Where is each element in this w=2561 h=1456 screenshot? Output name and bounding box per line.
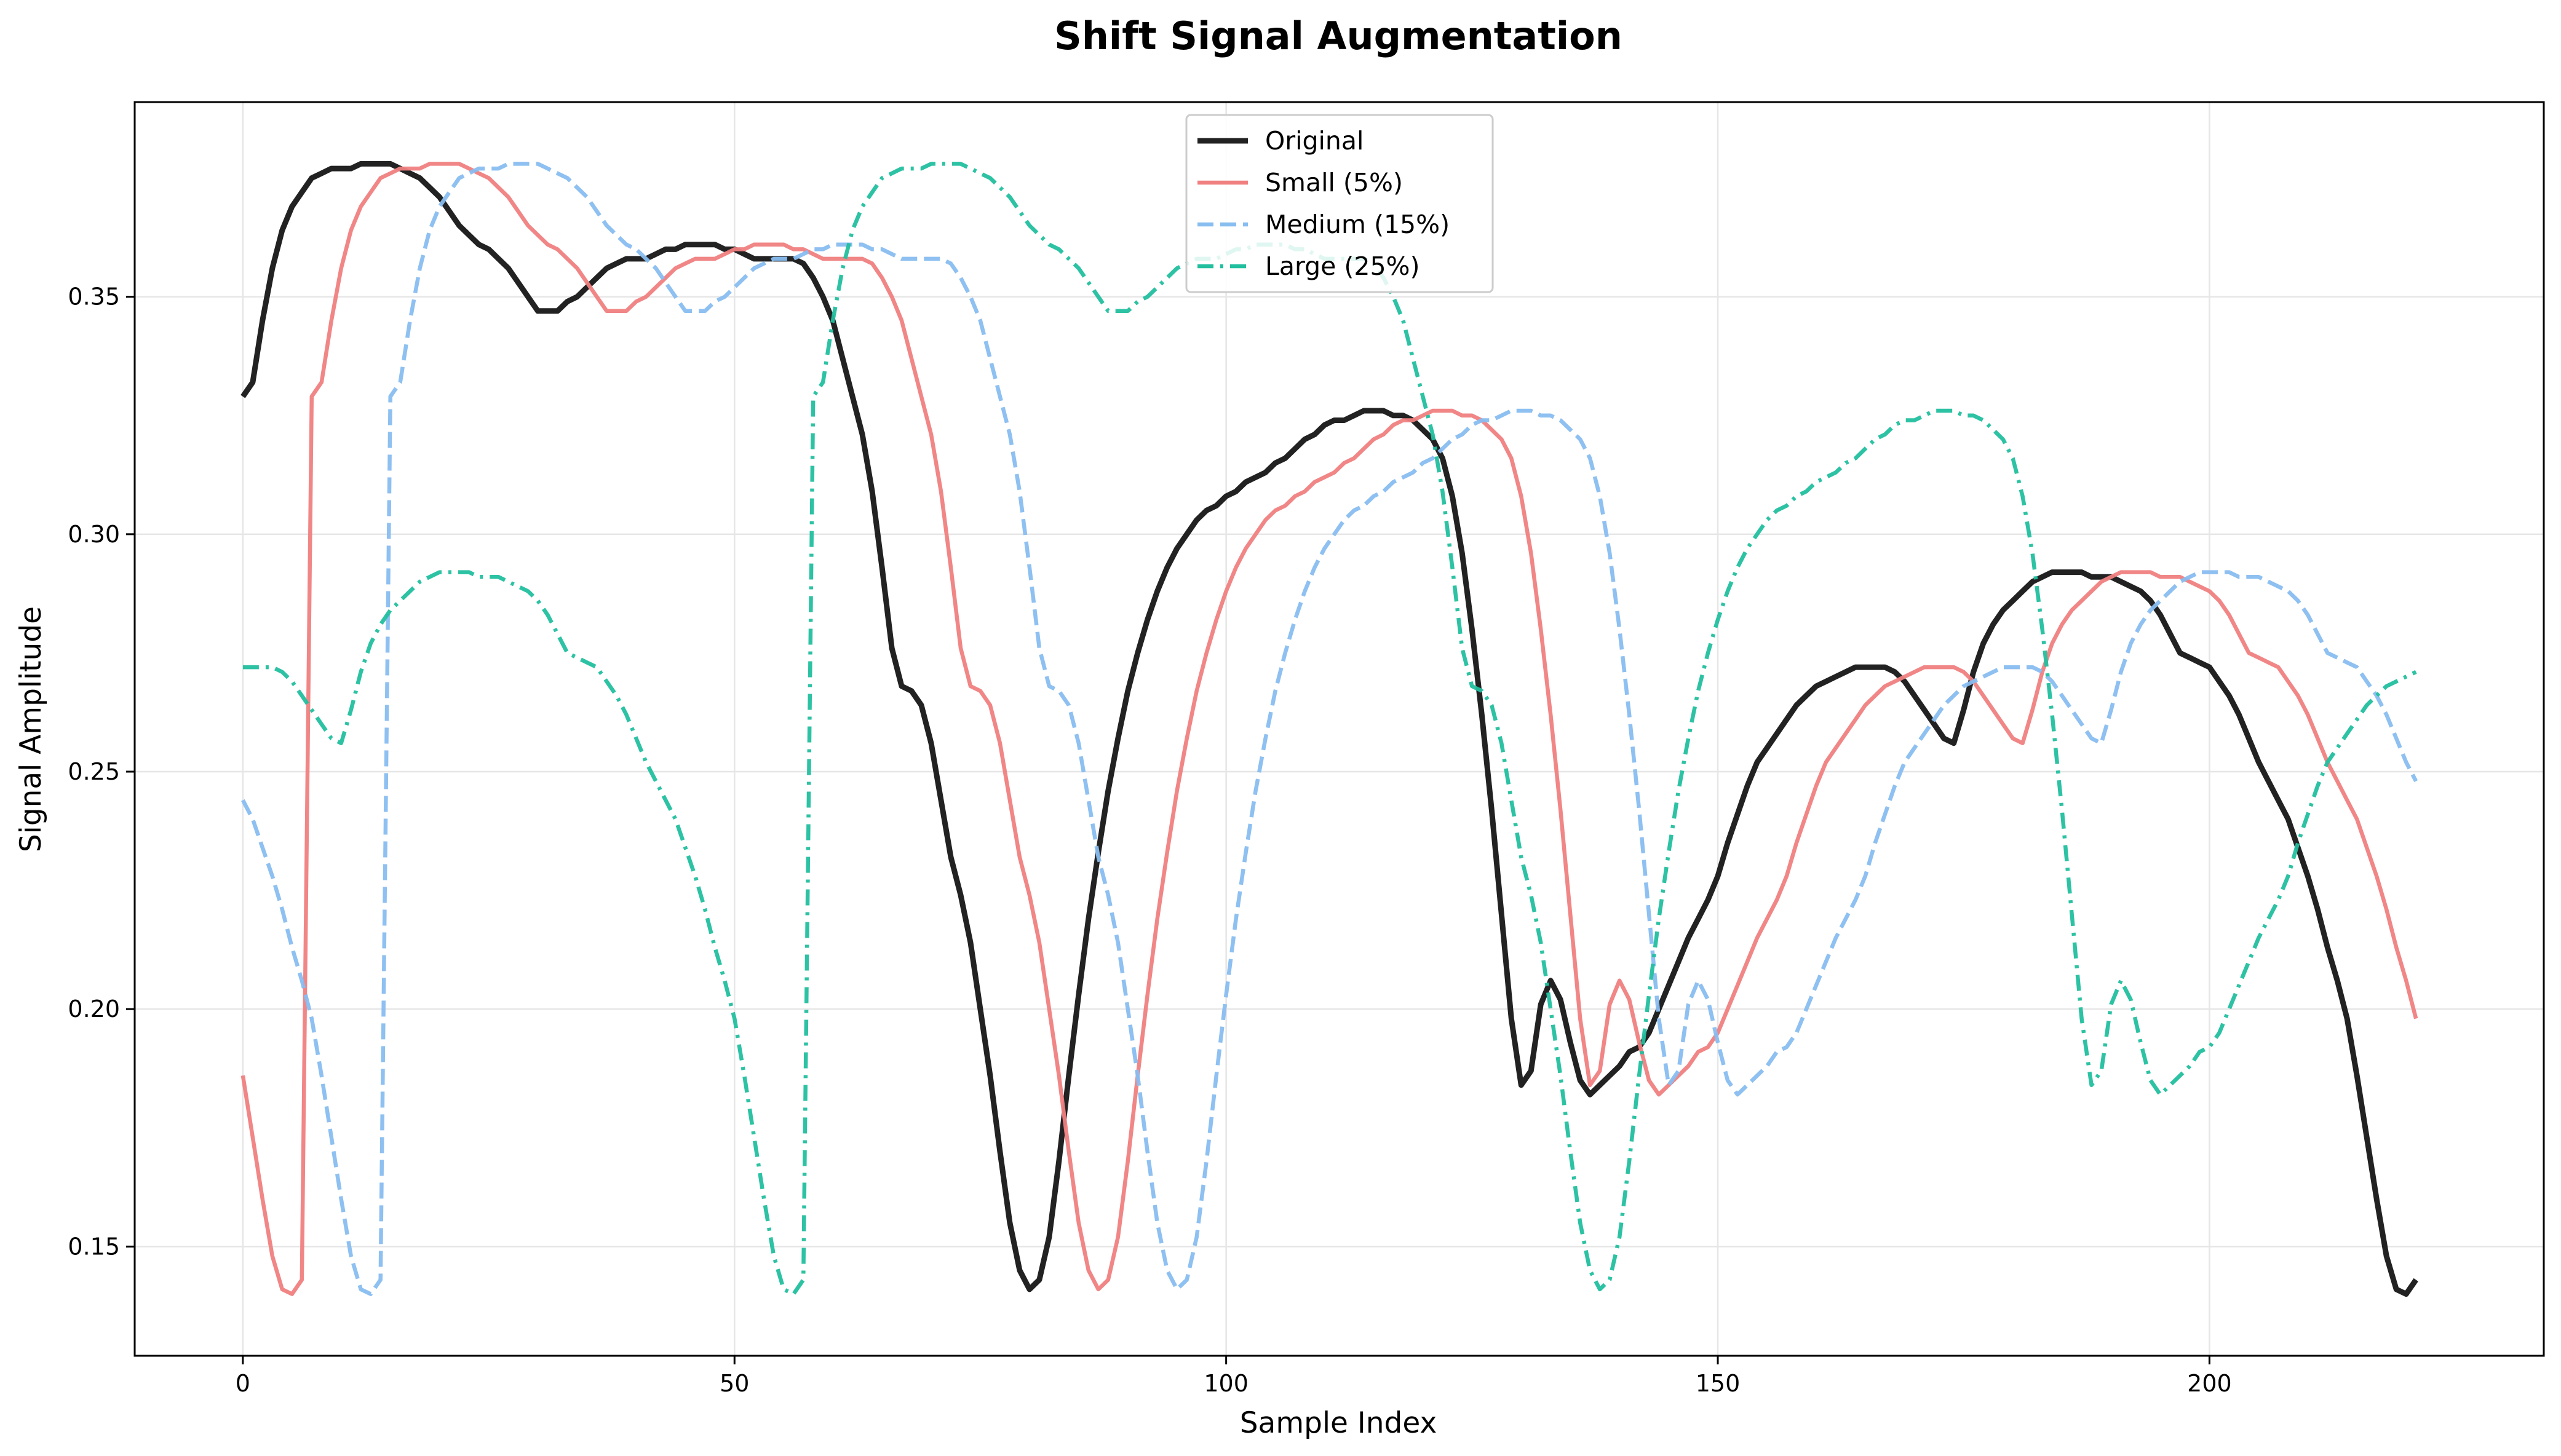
- x-tick-label: 0: [236, 1370, 250, 1397]
- x-axis: 0 50 100 150 200: [236, 1356, 2232, 1397]
- x-axis-label: Sample Index: [1240, 1406, 1437, 1440]
- legend-label-small-5: Small (5%): [1265, 168, 1403, 197]
- y-tick-label: 0.25: [68, 758, 120, 785]
- y-tick-label: 0.15: [68, 1233, 120, 1260]
- legend-label-large-25: Large (25%): [1265, 251, 1420, 281]
- series-line-medium-15: [241, 162, 2418, 1296]
- x-tick-label: 50: [720, 1370, 749, 1397]
- y-tick-label: 0.20: [68, 995, 120, 1023]
- chart-title: Shift Signal Augmentation: [1054, 14, 1622, 58]
- series-line-original: [240, 160, 2418, 1297]
- x-tick-label: 200: [2187, 1370, 2232, 1397]
- legend-box: [1185, 114, 1494, 293]
- x-tick-label: 150: [1696, 1370, 1741, 1397]
- plot-frame: [133, 101, 2545, 1357]
- y-tick-label: 0.30: [68, 521, 120, 548]
- grid: [135, 102, 2544, 1356]
- legend-label-medium-15: Medium (15%): [1265, 210, 1450, 239]
- y-axis-label: Signal Amplitude: [14, 606, 48, 852]
- y-tick-label: 0.35: [68, 283, 120, 311]
- series-line-small-5: [240, 162, 2418, 1296]
- x-tick-label: 100: [1204, 1370, 1249, 1397]
- y-axis: 0.15 0.20 0.25 0.30 0.35: [68, 283, 135, 1260]
- legend: Original Small (5%) Medium (15%) Large (25%…: [1185, 114, 1494, 293]
- legend-label-original: Original: [1265, 126, 1364, 156]
